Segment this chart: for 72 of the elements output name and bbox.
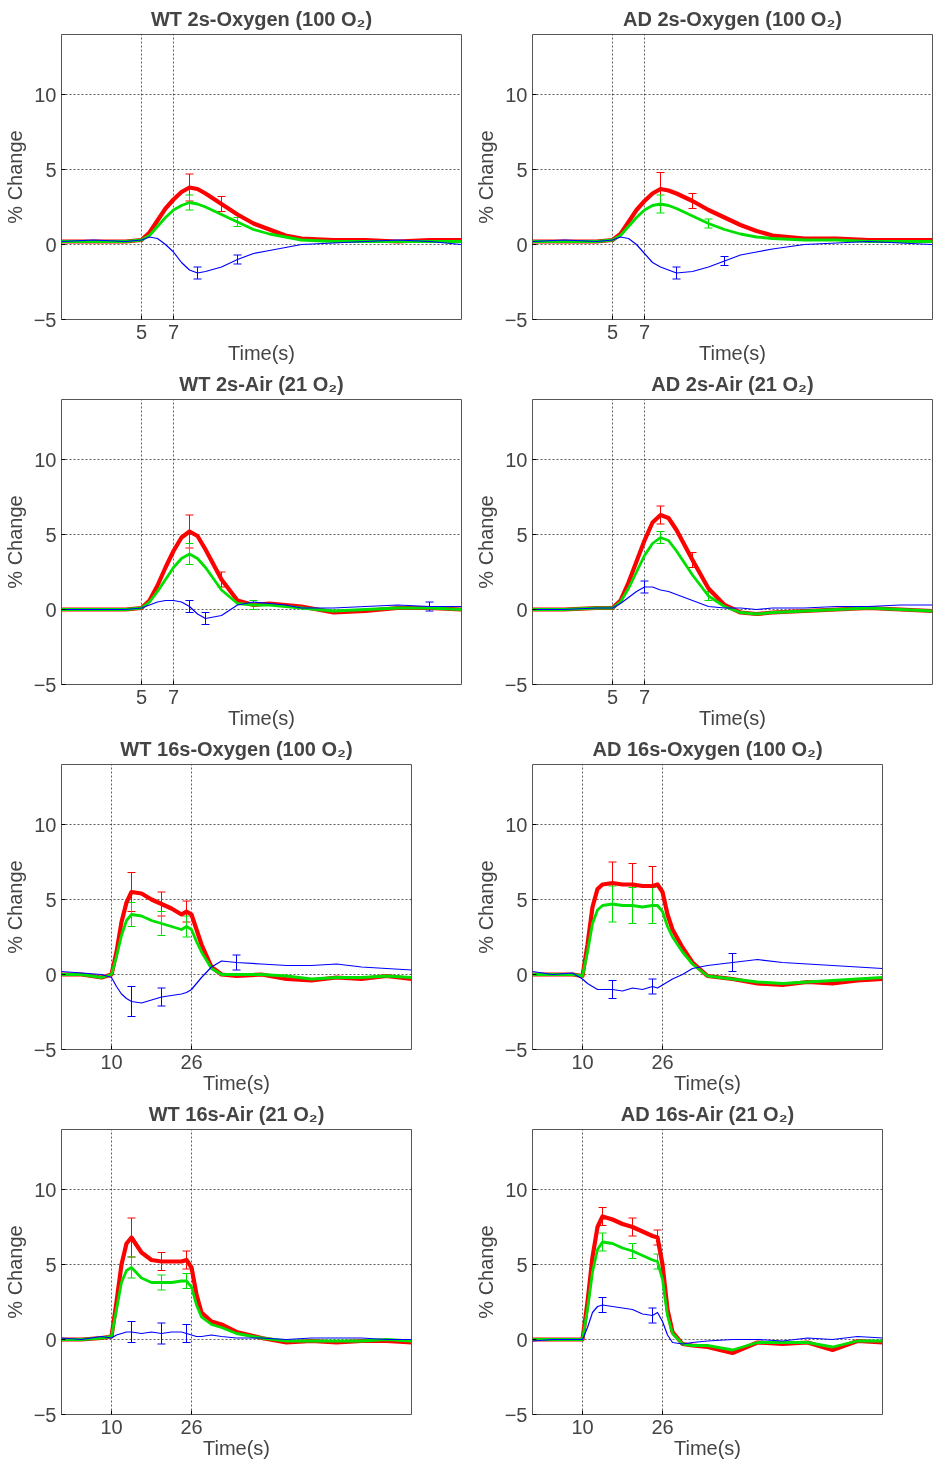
x-tick-label: 26 [651,1415,674,1438]
y-axis-title: % Change [474,1225,497,1319]
y-tick-label: 5 [45,158,57,181]
y-tick-label: −5 [504,308,528,331]
x-tick-label: 26 [651,1050,674,1073]
y-tick-label: −5 [33,673,57,696]
x-axis-title: Time(s) [673,1436,742,1459]
y-tick-label: 0 [516,1328,528,1351]
y-tick-label: 10 [505,1178,528,1201]
x-tick-label: 5 [606,320,619,343]
x-axis-title: Time(s) [202,1071,271,1094]
y-tick-label: 5 [45,888,57,911]
chart-title: AD 2s-Oxygen (100 O₂) [623,7,842,30]
y-tick-label: 0 [516,233,528,256]
y-tick-label: 10 [34,83,57,106]
chart-title: WT 16s-Oxygen (100 O₂) [120,737,353,760]
x-tick-label: 7 [167,320,180,343]
y-axis-title: % Change [3,1225,26,1319]
y-tick-label: 0 [45,233,57,256]
chart-title: WT 16s-Air (21 O₂) [148,1102,325,1125]
y-tick-label: 10 [505,813,528,836]
x-tick-label: 5 [135,685,148,708]
y-tick-label: 0 [45,1328,57,1351]
y-tick-label: −5 [33,1403,57,1426]
y-axis-title: % Change [474,495,497,589]
y-tick-label: 5 [45,523,57,546]
y-tick-label: 0 [516,598,528,621]
x-axis-title: Time(s) [227,706,296,729]
y-tick-label: 5 [516,158,528,181]
x-tick-label: 10 [571,1415,594,1438]
x-tick-label: 10 [571,1050,594,1073]
y-tick-label: 10 [34,1178,57,1201]
x-tick-label: 26 [180,1415,203,1438]
x-axis-title: Time(s) [698,706,767,729]
chart-title: AD 2s-Air (21 O₂) [651,372,814,395]
x-tick-label: 7 [638,685,651,708]
x-tick-label: 7 [167,685,180,708]
y-axis-title: % Change [3,495,26,589]
y-tick-label: 5 [516,888,528,911]
chart-title: AD 16s-Air (21 O₂) [620,1102,795,1125]
y-axis-title: % Change [474,860,497,954]
y-tick-label: 5 [516,1253,528,1276]
y-tick-label: 5 [45,1253,57,1276]
chart-title: AD 16s-Oxygen (100 O₂) [592,737,823,760]
y-tick-label: −5 [504,1038,528,1061]
y-tick-label: 10 [505,448,528,471]
chart-title: WT 2s-Air (21 O₂) [179,372,344,395]
x-tick-label: 10 [100,1415,123,1438]
y-tick-label: 0 [45,598,57,621]
x-tick-label: 5 [606,685,619,708]
y-tick-label: 10 [34,448,57,471]
x-tick-label: 5 [135,320,148,343]
y-tick-label: −5 [504,1403,528,1426]
y-tick-label: −5 [504,673,528,696]
x-axis-title: Time(s) [698,341,767,364]
y-tick-label: 0 [45,963,57,986]
y-tick-label: 0 [516,963,528,986]
y-tick-label: 10 [505,83,528,106]
x-tick-label: 10 [100,1050,123,1073]
y-tick-label: −5 [33,1038,57,1061]
y-tick-label: 5 [516,523,528,546]
chart-title: WT 2s-Oxygen (100 O₂) [150,7,373,30]
x-axis-title: Time(s) [202,1436,271,1459]
y-tick-label: 10 [34,813,57,836]
y-tick-label: −5 [33,308,57,331]
y-axis-title: % Change [3,860,26,954]
x-axis-title: Time(s) [673,1071,742,1094]
x-axis-title: Time(s) [227,341,296,364]
x-tick-label: 7 [638,320,651,343]
y-axis-title: % Change [474,130,497,224]
y-axis-title: % Change [3,130,26,224]
x-tick-label: 26 [180,1050,203,1073]
